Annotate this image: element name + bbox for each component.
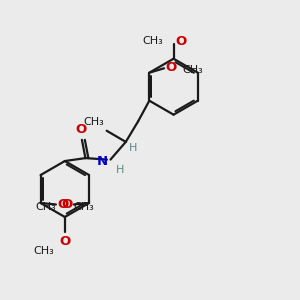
Text: CH₃: CH₃ — [142, 36, 163, 46]
Text: CH₃: CH₃ — [83, 117, 104, 127]
Text: O: O — [57, 198, 68, 211]
Text: CH₃: CH₃ — [35, 202, 56, 212]
Text: O: O — [166, 61, 177, 74]
Text: H: H — [129, 143, 138, 153]
Text: CH₃: CH₃ — [74, 202, 94, 212]
Text: CH₃: CH₃ — [182, 65, 203, 75]
Text: O: O — [175, 34, 186, 48]
Text: O: O — [61, 198, 72, 211]
Text: H: H — [116, 165, 124, 175]
Text: O: O — [76, 123, 87, 136]
Text: CH₃: CH₃ — [34, 246, 55, 256]
Text: O: O — [59, 235, 70, 248]
Text: N: N — [97, 154, 108, 167]
